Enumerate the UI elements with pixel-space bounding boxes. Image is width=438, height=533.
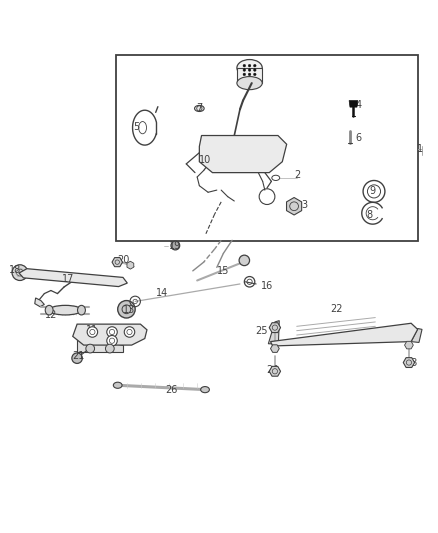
Circle shape [254, 73, 256, 76]
Text: 9: 9 [370, 187, 376, 196]
Text: 5: 5 [133, 122, 139, 132]
Ellipse shape [45, 305, 53, 315]
Circle shape [171, 241, 180, 250]
Ellipse shape [237, 77, 262, 90]
Ellipse shape [78, 305, 85, 315]
Circle shape [107, 335, 117, 346]
Polygon shape [73, 324, 147, 345]
Circle shape [254, 64, 256, 67]
Text: 21: 21 [72, 351, 85, 361]
Polygon shape [269, 322, 281, 333]
Circle shape [239, 255, 250, 265]
Polygon shape [403, 358, 415, 367]
Text: 26: 26 [165, 385, 177, 394]
Circle shape [118, 301, 135, 318]
Ellipse shape [194, 106, 204, 111]
Text: 16: 16 [261, 281, 273, 291]
Text: 17: 17 [62, 274, 74, 284]
Text: 4: 4 [356, 100, 362, 110]
Text: 6: 6 [356, 133, 362, 143]
Text: 14: 14 [156, 288, 168, 298]
Ellipse shape [201, 386, 209, 393]
Text: 12: 12 [45, 310, 57, 320]
Circle shape [86, 344, 95, 353]
Polygon shape [35, 298, 44, 306]
Text: 7: 7 [196, 103, 202, 114]
Polygon shape [411, 328, 422, 343]
Circle shape [106, 344, 114, 353]
Ellipse shape [113, 382, 122, 389]
Text: 2: 2 [294, 170, 301, 180]
Circle shape [243, 69, 246, 71]
Circle shape [248, 69, 251, 71]
Text: 11: 11 [86, 325, 99, 335]
Text: 8: 8 [367, 210, 373, 220]
Text: 22: 22 [331, 304, 343, 314]
Text: 18: 18 [9, 264, 21, 274]
Ellipse shape [237, 60, 262, 76]
Polygon shape [269, 366, 281, 376]
Text: 1: 1 [417, 143, 423, 154]
Circle shape [243, 64, 246, 67]
Circle shape [363, 181, 385, 203]
Text: 23: 23 [405, 358, 417, 368]
Text: 20: 20 [117, 255, 129, 265]
Circle shape [254, 69, 256, 71]
Text: 15: 15 [217, 266, 230, 276]
Text: 3: 3 [301, 200, 307, 211]
Ellipse shape [49, 305, 81, 315]
Polygon shape [271, 345, 279, 352]
Circle shape [243, 73, 246, 76]
Text: 13: 13 [124, 305, 136, 315]
Polygon shape [349, 101, 358, 107]
Circle shape [12, 265, 28, 280]
Circle shape [124, 327, 135, 337]
Circle shape [248, 64, 251, 67]
Circle shape [72, 353, 82, 364]
Polygon shape [271, 323, 418, 346]
Text: 10: 10 [199, 155, 211, 165]
Polygon shape [77, 336, 123, 352]
Circle shape [107, 327, 117, 337]
Bar [117, 55, 418, 241]
Polygon shape [405, 341, 413, 349]
Polygon shape [237, 68, 262, 83]
Circle shape [248, 73, 251, 76]
Polygon shape [127, 261, 134, 269]
Text: 24: 24 [266, 366, 279, 375]
Polygon shape [112, 257, 123, 266]
Polygon shape [19, 269, 127, 287]
Polygon shape [199, 135, 287, 173]
Polygon shape [268, 321, 279, 344]
Text: 25: 25 [255, 326, 268, 336]
Polygon shape [286, 198, 302, 215]
Circle shape [87, 327, 98, 337]
Text: 19: 19 [169, 240, 181, 251]
